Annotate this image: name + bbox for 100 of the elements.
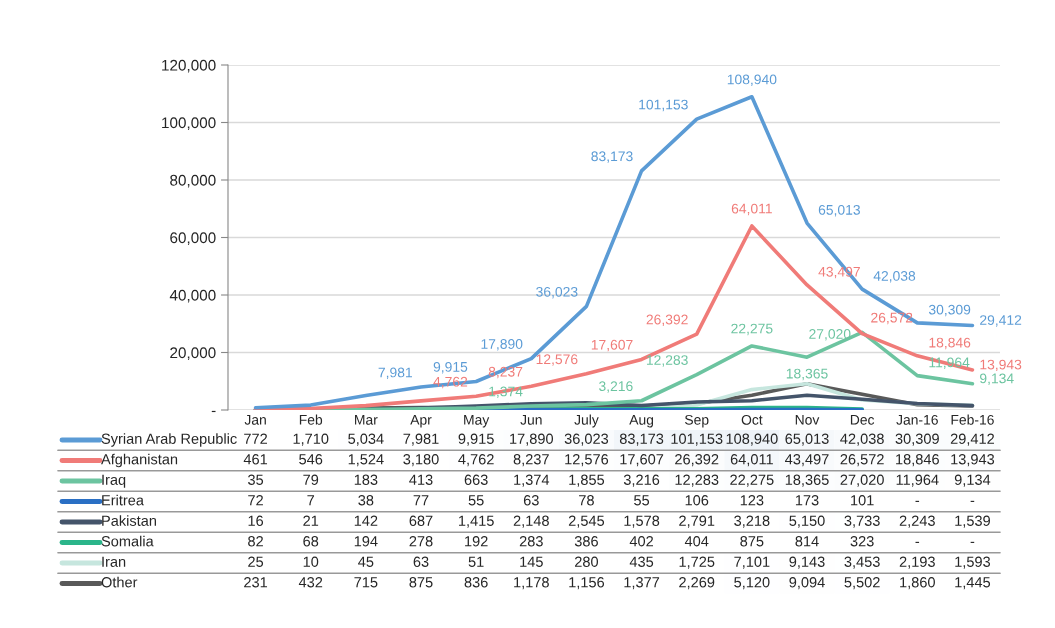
data-label: 323 bbox=[850, 536, 874, 547]
data-label: 9,143 bbox=[789, 556, 825, 569]
legend-label: Other bbox=[101, 576, 138, 588]
data-label: 13,943 bbox=[951, 454, 995, 467]
data-label: 79 bbox=[303, 474, 319, 485]
data-label: 4,762 bbox=[433, 376, 468, 389]
x-tick-label: Aug bbox=[629, 415, 654, 428]
text: - bbox=[970, 541, 975, 543]
data-label: 1,578 bbox=[624, 515, 660, 528]
data-label: 21 bbox=[303, 515, 319, 526]
data-label: 65,013 bbox=[785, 433, 829, 446]
data-label: 22,275 bbox=[731, 323, 773, 336]
legend-label: Iraq bbox=[102, 474, 126, 488]
data-label: 16 bbox=[248, 515, 264, 526]
data-label: 663 bbox=[464, 474, 488, 485]
data-label: 83,173 bbox=[591, 151, 633, 163]
legend-label: Syrian Arab Republic bbox=[101, 433, 237, 447]
data-label: 123 bbox=[740, 495, 764, 506]
data-label: 18,846 bbox=[896, 454, 939, 467]
x-tick-label: Nov bbox=[795, 415, 820, 425]
data-label: 108,940 bbox=[727, 74, 777, 86]
data-label: 1,377 bbox=[624, 577, 660, 590]
x-tick-label: Apr bbox=[410, 415, 432, 428]
data-label: 1,593 bbox=[955, 556, 991, 569]
data-label: 1,178 bbox=[514, 577, 549, 590]
x-tick-label: Jan bbox=[244, 415, 266, 425]
data-label: 65,013 bbox=[818, 204, 860, 217]
data-label: 1,725 bbox=[679, 556, 715, 569]
data-label: 12,283 bbox=[675, 474, 719, 487]
data-label: 836 bbox=[464, 577, 488, 588]
data-label: 82 bbox=[248, 536, 263, 547]
legend-label: Somalia bbox=[101, 535, 154, 547]
data-label: 18,365 bbox=[786, 368, 828, 381]
data-label: 280 bbox=[575, 556, 599, 567]
data-label: 9,915 bbox=[458, 433, 494, 446]
data-label: 18,365 bbox=[785, 474, 829, 487]
data-label: 194 bbox=[354, 536, 378, 547]
data-label: 2,193 bbox=[899, 556, 935, 569]
text: - bbox=[970, 500, 975, 502]
data-label: 3,453 bbox=[844, 556, 880, 569]
data-label: 22,275 bbox=[730, 474, 774, 487]
data-label: 386 bbox=[574, 536, 598, 547]
data-label: 9,915 bbox=[433, 361, 468, 374]
data-label: 26,392 bbox=[675, 454, 719, 467]
data-label: 875 bbox=[409, 577, 433, 588]
data-label: 68 bbox=[303, 536, 319, 547]
data-label: 108,940 bbox=[726, 433, 778, 446]
y-tick-label: 120,000 bbox=[162, 59, 216, 73]
y-tick-label: 100,000 bbox=[162, 117, 216, 130]
data-label: 546 bbox=[299, 454, 323, 465]
data-label: 875 bbox=[740, 536, 764, 547]
data-label: 29,412 bbox=[950, 433, 994, 446]
data-label: 29,412 bbox=[980, 315, 1022, 327]
data-label: 25 bbox=[248, 556, 264, 567]
y-tick-label: 80,000 bbox=[170, 174, 216, 188]
data-label: 5,502 bbox=[844, 577, 880, 590]
text: - bbox=[915, 500, 920, 502]
data-label: 51 bbox=[468, 556, 484, 567]
data-label: 1,855 bbox=[569, 474, 605, 487]
x-tick-label: July bbox=[574, 414, 599, 428]
y-tick-label: 40,000 bbox=[169, 289, 216, 303]
data-label: 7,981 bbox=[378, 367, 412, 380]
data-label: 9,134 bbox=[980, 373, 1014, 385]
data-label: 814 bbox=[795, 536, 819, 547]
data-label: 231 bbox=[244, 577, 268, 588]
data-label: 43,497 bbox=[785, 454, 829, 467]
data-label: 283 bbox=[519, 536, 543, 547]
data-label: 145 bbox=[520, 556, 543, 567]
data-label: 26,392 bbox=[646, 314, 688, 327]
data-label: 7,101 bbox=[734, 556, 770, 569]
data-label: 8,237 bbox=[513, 454, 549, 467]
x-tick-label: Mar bbox=[355, 415, 378, 425]
data-label: 5,034 bbox=[348, 433, 384, 446]
data-label: 72 bbox=[248, 495, 263, 506]
x-tick-label: Feb bbox=[299, 414, 323, 425]
data-label: 3,218 bbox=[734, 515, 770, 528]
data-label: 1,374 bbox=[514, 474, 550, 487]
data-label: 192 bbox=[465, 536, 488, 547]
legend-label: Afghanistan bbox=[101, 453, 178, 468]
data-label: 687 bbox=[409, 515, 433, 526]
data-label: 101,153 bbox=[639, 99, 688, 112]
data-label: 2,545 bbox=[568, 515, 605, 528]
data-label: 12,576 bbox=[565, 454, 609, 467]
data-label: 17,607 bbox=[591, 339, 633, 352]
data-label: 432 bbox=[298, 577, 323, 588]
x-tick-label: Oct bbox=[741, 414, 763, 425]
data-label: 30,309 bbox=[895, 433, 939, 446]
data-label: 27,020 bbox=[809, 328, 851, 341]
data-label: 36,023 bbox=[564, 433, 609, 446]
data-label: 36,023 bbox=[536, 286, 578, 299]
data-label: 63 bbox=[413, 556, 429, 567]
data-label: 83,173 bbox=[619, 433, 664, 446]
data-label: 101 bbox=[851, 495, 874, 506]
data-label: 3,180 bbox=[403, 454, 439, 467]
data-label: 2,148 bbox=[513, 515, 549, 528]
data-label: 1,710 bbox=[293, 433, 329, 446]
data-label: 1,415 bbox=[459, 515, 494, 528]
legend-label: Pakistan bbox=[102, 515, 156, 526]
data-label: 45 bbox=[358, 556, 374, 567]
data-label: 1,539 bbox=[955, 515, 990, 528]
